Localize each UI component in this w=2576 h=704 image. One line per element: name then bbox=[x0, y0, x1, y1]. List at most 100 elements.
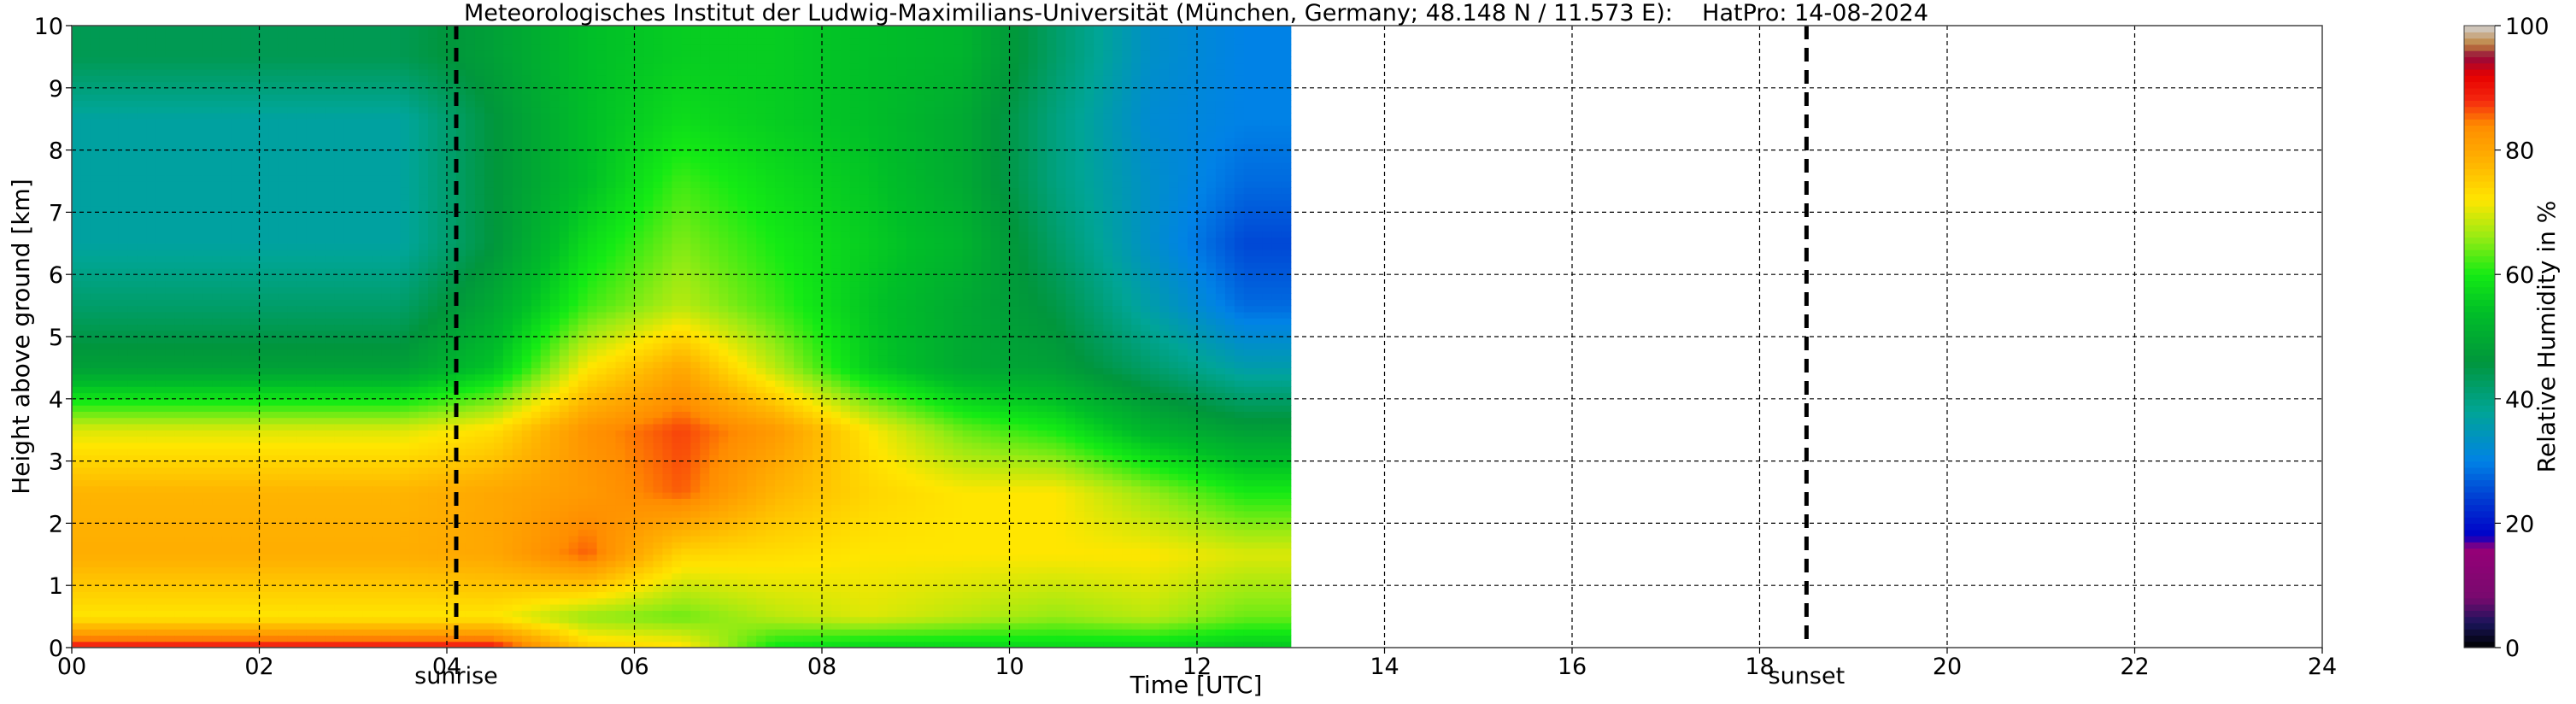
heatmap-cell bbox=[409, 361, 420, 368]
heatmap-cell bbox=[521, 261, 532, 269]
heatmap-cell bbox=[240, 280, 251, 288]
heatmap-cell bbox=[90, 449, 101, 455]
heatmap-cell bbox=[118, 106, 129, 114]
heatmap-cell bbox=[155, 206, 167, 213]
heatmap-cell bbox=[381, 100, 391, 108]
heatmap-cell bbox=[155, 510, 167, 518]
heatmap-cell bbox=[155, 367, 167, 375]
heatmap-cell bbox=[390, 417, 401, 425]
heatmap-cell bbox=[90, 155, 101, 163]
heatmap-cell bbox=[362, 243, 373, 250]
heatmap-cell bbox=[90, 597, 101, 605]
heatmap-cell bbox=[259, 286, 270, 294]
heatmap-cell bbox=[419, 542, 429, 549]
heatmap-cell bbox=[99, 286, 110, 294]
heatmap-cell bbox=[447, 641, 457, 648]
heatmap-cell bbox=[296, 572, 307, 580]
heatmap-cell bbox=[80, 610, 91, 618]
heatmap-cell bbox=[240, 442, 251, 449]
heatmap-cell bbox=[390, 367, 401, 375]
heatmap-cell bbox=[240, 174, 251, 182]
heatmap-cell bbox=[315, 318, 326, 326]
heatmap-cell bbox=[109, 392, 120, 400]
heatmap-cell bbox=[325, 112, 335, 120]
heatmap-cell bbox=[259, 330, 270, 337]
heatmap-cell bbox=[193, 622, 204, 630]
heatmap-cell bbox=[474, 138, 485, 144]
heatmap-cell bbox=[493, 305, 504, 313]
heatmap-cell bbox=[202, 138, 214, 144]
heatmap-cell bbox=[455, 629, 466, 637]
heatmap-cell bbox=[409, 572, 420, 580]
heatmap-cell bbox=[268, 181, 279, 188]
heatmap-cell bbox=[419, 212, 429, 220]
heatmap-cell bbox=[447, 311, 457, 319]
heatmap-cell bbox=[428, 218, 438, 226]
heatmap-cell bbox=[212, 293, 223, 300]
heatmap-cell bbox=[221, 75, 232, 83]
heatmap-cell bbox=[202, 349, 214, 356]
heatmap-cell bbox=[325, 100, 335, 108]
heatmap-cell bbox=[259, 44, 270, 51]
heatmap-cell bbox=[259, 249, 270, 256]
heatmap-cell bbox=[296, 417, 307, 425]
heatmap-cell bbox=[72, 398, 82, 406]
heatmap-cell bbox=[231, 442, 242, 449]
heatmap-cell bbox=[231, 635, 242, 642]
heatmap-cell bbox=[437, 379, 448, 387]
heatmap-cell bbox=[137, 417, 148, 425]
heatmap-cell bbox=[381, 517, 391, 524]
heatmap-cell bbox=[306, 138, 316, 144]
heatmap-cell bbox=[184, 498, 195, 506]
heatmap-cell bbox=[174, 212, 185, 220]
heatmap-cell bbox=[90, 231, 101, 238]
heatmap-cell bbox=[390, 461, 401, 468]
heatmap-cell bbox=[72, 629, 82, 637]
heatmap-cell bbox=[249, 330, 261, 337]
heatmap-cell bbox=[362, 560, 373, 567]
heatmap-cell bbox=[419, 349, 429, 356]
heatmap-cell bbox=[278, 174, 289, 182]
heatmap-cell bbox=[437, 26, 448, 32]
heatmap-cell bbox=[455, 187, 466, 195]
heatmap-cell bbox=[155, 492, 167, 499]
heatmap-cell bbox=[90, 343, 101, 350]
heatmap-cell bbox=[353, 138, 363, 144]
heatmap-cell bbox=[259, 106, 270, 114]
heatmap-cell bbox=[296, 554, 307, 561]
heatmap-cell bbox=[137, 44, 148, 51]
heatmap-cell bbox=[372, 218, 382, 226]
heatmap-cell bbox=[240, 535, 251, 543]
heatmap-cell bbox=[512, 386, 523, 394]
heatmap-cell bbox=[99, 106, 110, 114]
heatmap-cell bbox=[202, 100, 214, 108]
heatmap-cell bbox=[184, 150, 195, 157]
heatmap-cell bbox=[99, 305, 110, 313]
heatmap-cell bbox=[381, 261, 391, 269]
heatmap-cell bbox=[428, 75, 438, 83]
heatmap-cell bbox=[521, 68, 532, 76]
heatmap-cell bbox=[362, 237, 373, 244]
heatmap-cell bbox=[409, 299, 420, 307]
heatmap-cell bbox=[390, 479, 401, 487]
heatmap-cell bbox=[212, 367, 223, 375]
heatmap-cell bbox=[118, 635, 129, 642]
heatmap-cell bbox=[278, 212, 289, 220]
heatmap-cell bbox=[127, 373, 138, 381]
heatmap-cell bbox=[221, 417, 232, 425]
heatmap-cell bbox=[146, 529, 157, 537]
heatmap-cell bbox=[137, 212, 148, 220]
heatmap-cell bbox=[419, 629, 429, 637]
heatmap-cell bbox=[325, 125, 335, 132]
heatmap-cell bbox=[155, 280, 167, 288]
heatmap-cell bbox=[109, 174, 120, 182]
heatmap-cell bbox=[174, 455, 185, 462]
heatmap-cell bbox=[80, 337, 91, 343]
heatmap-cell bbox=[362, 548, 373, 555]
heatmap-cell bbox=[484, 510, 495, 518]
heatmap-cell bbox=[455, 578, 466, 586]
heatmap-cell bbox=[127, 174, 138, 182]
heatmap-cell bbox=[287, 212, 298, 220]
heatmap-cell bbox=[447, 224, 457, 232]
heatmap-cell bbox=[306, 324, 316, 331]
